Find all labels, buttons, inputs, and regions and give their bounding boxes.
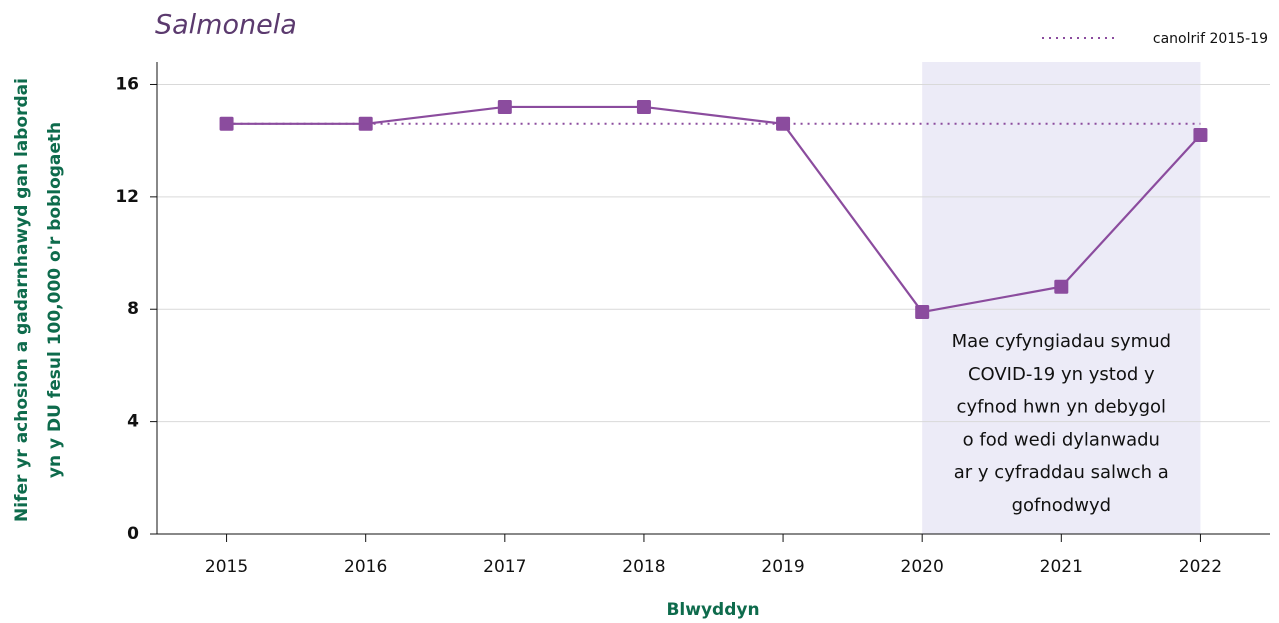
x-tick-label: 2022 [1179, 557, 1222, 577]
marker [1193, 128, 1208, 143]
y-tick-label: 12 [115, 187, 139, 207]
annotation: COVID-19 yn ystod y [968, 364, 1155, 385]
marker [915, 305, 930, 320]
y-axis-title: Nifer yr achosion a gadarnhawyd gan labo… [12, 78, 32, 522]
y-tick-label: 4 [127, 412, 139, 432]
y-tick-label: 0 [127, 524, 139, 544]
chart-title: Salmonela [155, 10, 297, 41]
marker [636, 99, 651, 114]
x-axis-title: Blwyddyn [666, 600, 759, 620]
x-tick-label: 2021 [1040, 557, 1083, 577]
x-tick-label: 2017 [483, 557, 526, 577]
marker [497, 99, 512, 114]
marker [219, 116, 234, 131]
annotation: Mae cyfyngiadau symud [952, 331, 1171, 352]
x-tick-label: 2015 [205, 557, 248, 577]
annotation: o fod wedi dylanwadu [963, 429, 1160, 450]
x-tick-label: 2019 [761, 557, 804, 577]
y-tick-label: 8 [127, 299, 139, 319]
highlight-region [922, 62, 1201, 534]
line [226, 105, 1202, 314]
x-tick-label: 2016 [344, 557, 387, 577]
annotation: ar y cyfraddau salwch a [954, 462, 1169, 483]
x-tick-label: 2018 [622, 557, 665, 577]
legend-label: canolrif 2015-19 [1153, 31, 1268, 47]
x-tick-label: 2020 [901, 557, 944, 577]
marker [1054, 279, 1069, 294]
annotation: gofnodwyd [1012, 495, 1111, 516]
y-tick-label: 16 [115, 74, 139, 94]
marker [358, 116, 373, 131]
annotation: cyfnod hwn yn debygol [957, 397, 1167, 418]
y-axis-title: yn y DU fesul 100,000 o'r boblogaeth [45, 122, 65, 478]
marker [776, 116, 791, 131]
